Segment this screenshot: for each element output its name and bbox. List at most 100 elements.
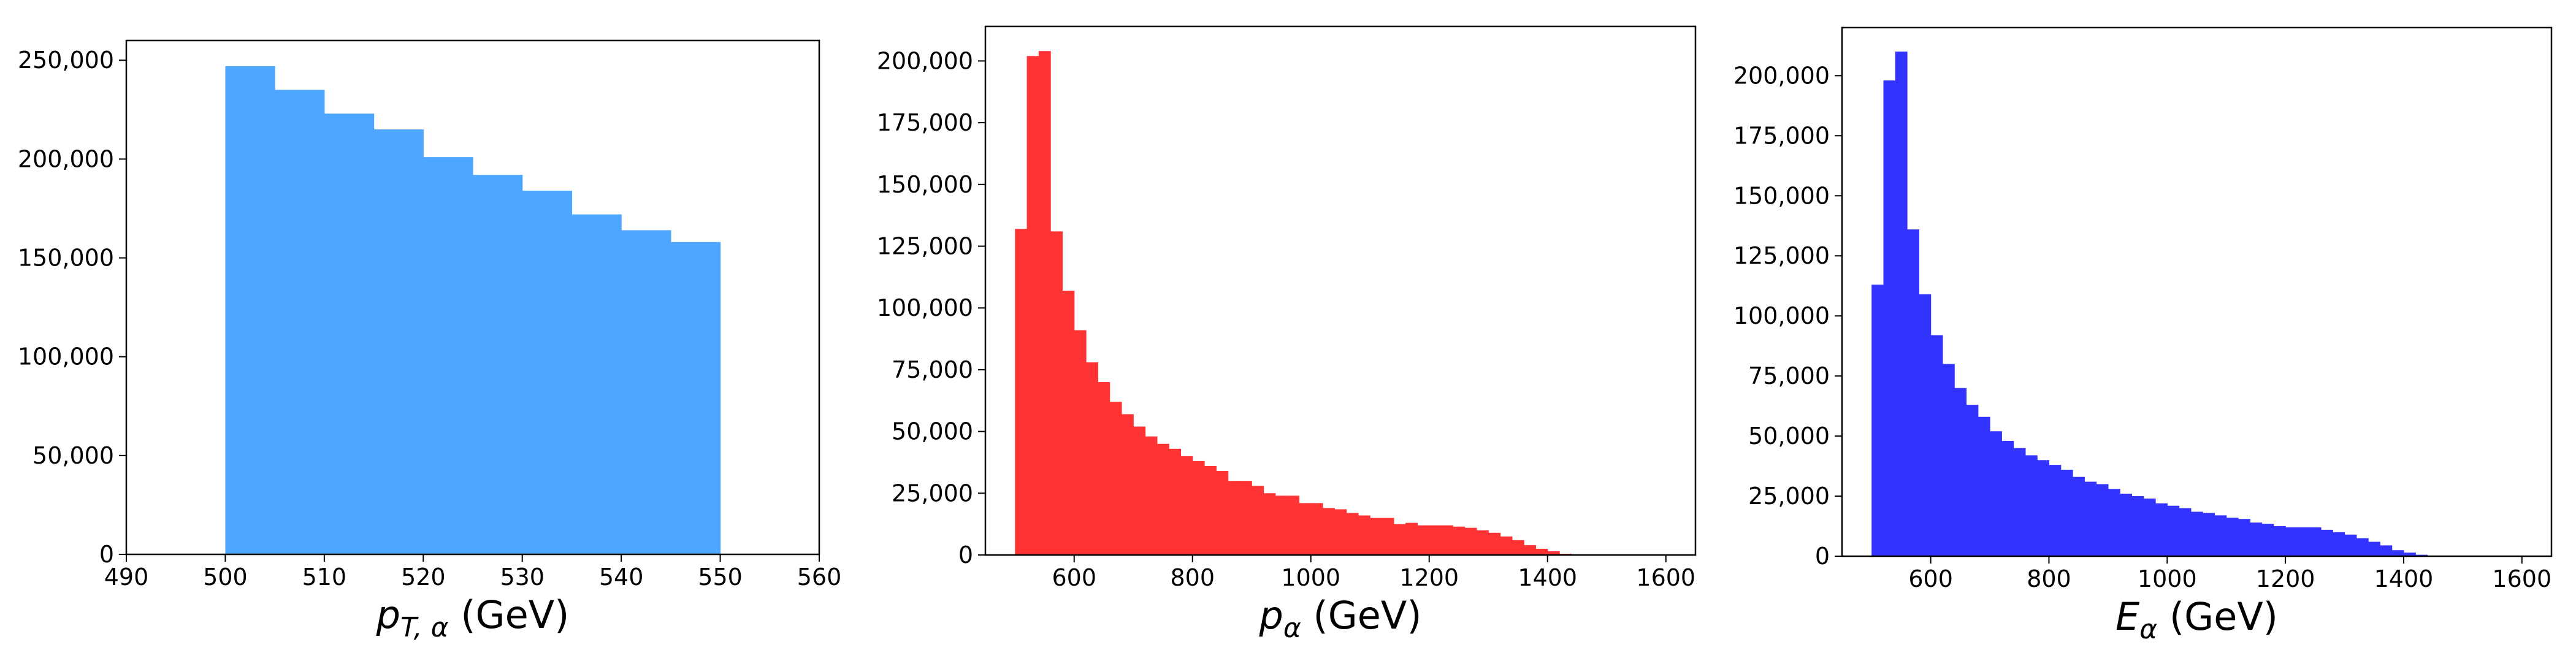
histogram-bar <box>1978 416 1990 556</box>
histogram-bar <box>1275 495 1288 555</box>
histogram-bar <box>2368 541 2380 556</box>
histogram-bar <box>1907 229 1919 556</box>
histogram-bar <box>2403 553 2416 556</box>
y-tick-label: 75,000 <box>1748 362 1830 389</box>
histogram-bar <box>522 190 573 554</box>
histogram-bar <box>1026 56 1039 556</box>
histogram-bar <box>1429 525 1442 555</box>
histogram-bar <box>2190 511 2203 556</box>
histogram-bar <box>2356 538 2369 556</box>
y-tick-label: 0 <box>99 541 114 568</box>
histogram-bar <box>1086 362 1098 555</box>
histogram-bar <box>1942 364 1955 556</box>
y-tick-label: 200,000 <box>18 145 114 172</box>
x-tick-label: 800 <box>1170 564 1215 591</box>
histogram-bar <box>1204 465 1217 555</box>
histogram-bar <box>2179 508 2192 556</box>
histogram-bar <box>2073 476 2085 556</box>
y-tick-label: 50,000 <box>32 442 114 469</box>
histogram-bar <box>2167 505 2180 556</box>
x-axis-label: pT, α (GeV) <box>376 592 570 643</box>
histogram-bar <box>621 230 671 554</box>
y-tick-label: 125,000 <box>1733 242 1830 269</box>
histogram-bar <box>423 157 473 555</box>
histogram-bar <box>2273 526 2286 556</box>
histogram-bar <box>1323 508 1335 555</box>
histogram-bar <box>225 66 275 554</box>
histogram-bar <box>670 242 721 554</box>
histogram-bar <box>1180 456 1193 555</box>
y-tick-label: 150,000 <box>1733 182 1830 209</box>
histogram-bar <box>1919 294 1932 556</box>
y-tick-label: 125,000 <box>877 232 973 259</box>
histogram-bar <box>2344 534 2357 556</box>
axes-frame <box>125 39 820 556</box>
histogram-bar <box>1954 388 1967 556</box>
histogram-bar <box>1145 436 1158 555</box>
histogram-bar <box>1098 382 1110 555</box>
y-tick-label: 200,000 <box>1733 62 1830 89</box>
x-tick-label: 1000 <box>1281 564 1340 591</box>
histogram-bar <box>1310 503 1323 555</box>
histogram-bar <box>1895 52 1908 556</box>
histogram-bar <box>2320 529 2333 556</box>
histogram-bar <box>1535 548 1548 555</box>
x-tick-label: 490 <box>104 564 149 591</box>
histogram-bar <box>2226 518 2239 556</box>
y-tick-label: 0 <box>958 541 973 568</box>
histogram-bar <box>2096 484 2109 556</box>
histogram-bar <box>1038 51 1051 555</box>
y-tick-label: 100,000 <box>1733 302 1830 329</box>
histogram-bar <box>1346 513 1359 555</box>
x-tick-label: 1400 <box>1518 564 1577 591</box>
histogram-bar <box>1263 493 1276 555</box>
histogram-bar <box>2131 496 2144 556</box>
histogram-bar <box>2250 522 2263 556</box>
y-tick-label: 50,000 <box>892 418 973 445</box>
histogram-bar <box>2060 469 2073 556</box>
histogram-bar <box>1121 414 1134 555</box>
histogram-bar <box>1299 503 1312 555</box>
y-tick-label: 150,000 <box>18 245 114 272</box>
histogram-bar <box>2025 455 2038 556</box>
histogram-bar <box>1252 486 1264 555</box>
histogram-bar <box>1464 527 1477 555</box>
histogram-bar <box>2155 503 2168 556</box>
histogram-bar <box>2143 498 2156 556</box>
histogram-bar <box>2049 465 2062 556</box>
x-axis-label: pα (GeV) <box>1258 593 1421 644</box>
histogram-bar <box>1358 515 1370 555</box>
x-tick-label: 800 <box>2027 565 2071 592</box>
y-tick-label: 200,000 <box>877 47 973 74</box>
histogram-bar <box>1169 448 1182 555</box>
panel-pt: 490 500 510 520 530 540 550 560 0 50,000 100,000 15… <box>18 39 842 643</box>
x-tick-label: 1000 <box>2138 565 2197 592</box>
x-tick-label: 1600 <box>2492 565 2551 592</box>
histogram-bar <box>2120 494 2133 556</box>
x-tick-label: 600 <box>1908 565 1953 592</box>
histogram-bar <box>1393 524 1406 555</box>
histogram-bar <box>2261 524 2274 556</box>
x-tick-label: 1200 <box>1399 564 1459 591</box>
x-tick-label: 1200 <box>2256 565 2315 592</box>
histogram-bar <box>1547 551 1560 555</box>
x-tick-label: 540 <box>599 564 644 591</box>
histogram-bar <box>2380 545 2393 556</box>
histogram-bar <box>1216 471 1229 555</box>
histogram-bar <box>275 90 325 555</box>
histogram-bar <box>1500 536 1513 555</box>
histogram-bar <box>324 113 375 554</box>
axes-frame <box>984 25 1697 556</box>
y-tick-label: 0 <box>1815 543 1830 570</box>
histogram-bar <box>373 129 424 555</box>
y-tick-label: 175,000 <box>877 109 973 136</box>
x-tick-label: 500 <box>203 564 248 591</box>
histogram-bar <box>1417 525 1430 555</box>
histogram-bar <box>1524 545 1537 555</box>
histogram-bar <box>1488 532 1501 555</box>
histogram-bar <box>2309 527 2322 556</box>
x-tick-label: 510 <box>302 564 347 591</box>
x-tick-label: 560 <box>797 564 842 591</box>
y-tick-label: 250,000 <box>18 47 114 74</box>
